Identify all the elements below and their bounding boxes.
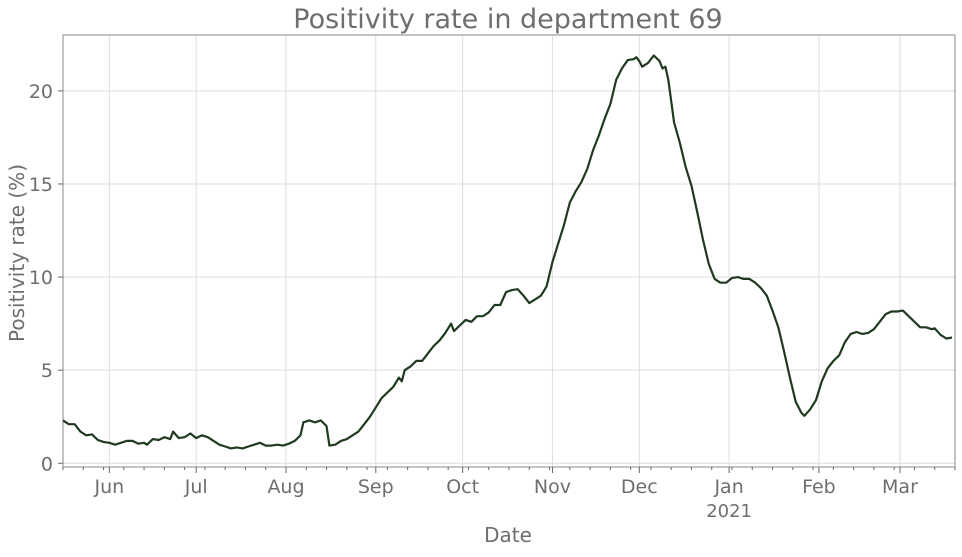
grid-lines xyxy=(63,35,955,467)
y-tick-label: 15 xyxy=(29,174,53,196)
x-tick-label: Jul xyxy=(184,476,208,498)
x-tick-label: Nov xyxy=(534,476,571,498)
y-axis: 0 5 10 15 20 xyxy=(29,81,63,475)
y-tick-label: 20 xyxy=(29,81,53,103)
x-tick-label: Feb xyxy=(802,476,836,498)
y-tick-label: 0 xyxy=(41,453,53,475)
y-axis-label: Positivity rate (%) xyxy=(5,164,29,342)
y-tick-label: 10 xyxy=(29,267,53,289)
x-tick-label: Sep xyxy=(358,476,394,498)
x-axis: Jun Jul Aug Sep Oct Nov Dec Jan 2021 Feb Mar xyxy=(93,467,918,522)
x-tick-label: Jan xyxy=(713,476,743,498)
series-line xyxy=(62,54,953,450)
x-tick-label: Aug xyxy=(267,476,304,498)
x-tick-label: Dec xyxy=(621,476,658,498)
x-tick-label: Jun xyxy=(93,476,124,498)
y-tick-label: 5 xyxy=(41,360,53,382)
x-tick-year-label: 2021 xyxy=(706,501,752,522)
x-axis-label: Date xyxy=(484,523,532,547)
x-tick-label: Mar xyxy=(882,476,918,498)
chart-title: Positivity rate in department 69 xyxy=(293,4,722,35)
x-minor-ticks xyxy=(62,467,956,470)
x-tick-label: Oct xyxy=(446,476,479,498)
plot-frame xyxy=(62,34,956,468)
